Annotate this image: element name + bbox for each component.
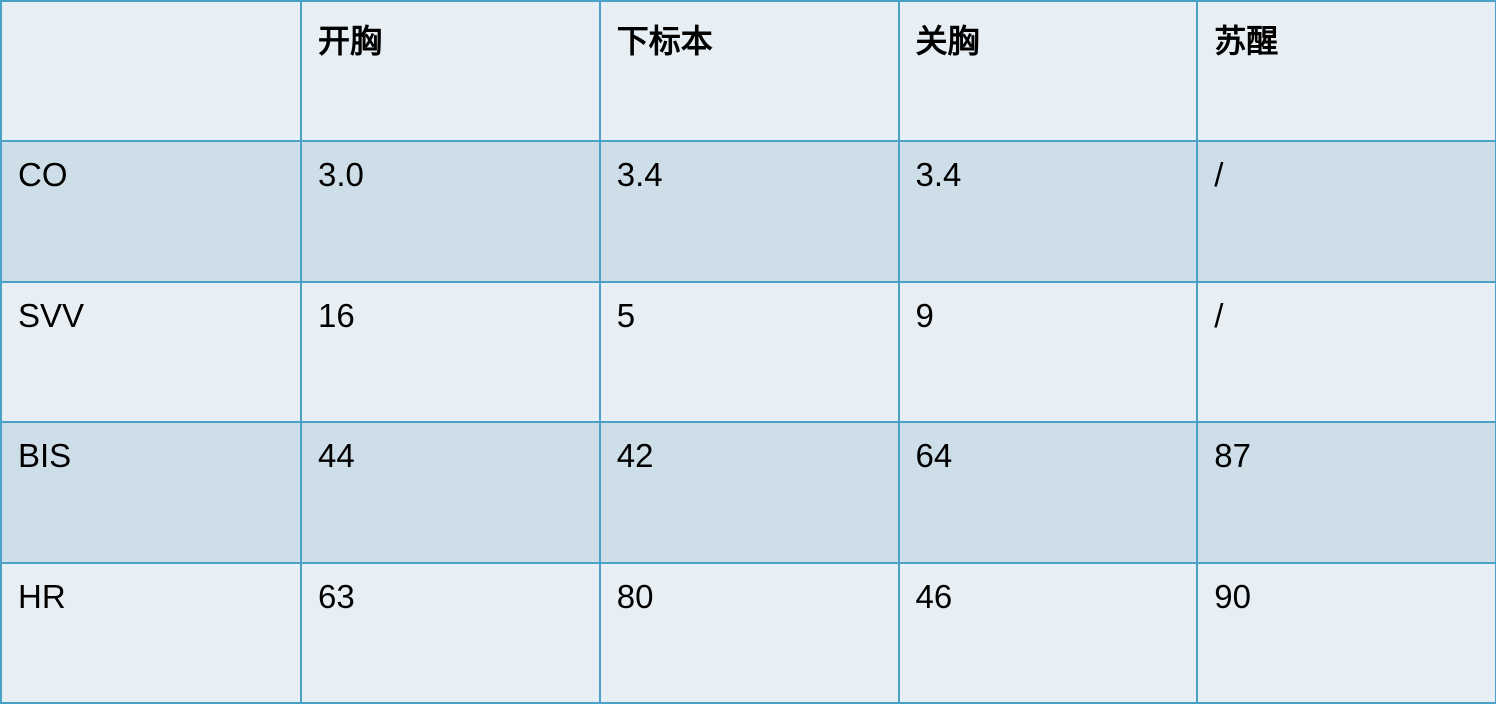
table-cell: 3.0: [300, 140, 601, 283]
row-label: SVV: [0, 280, 302, 424]
column-header: 下标本: [598, 0, 900, 143]
header-row: 开胸 下标本 关胸 苏醒: [0, 0, 1496, 143]
column-header: 开胸: [300, 0, 601, 143]
table-cell: /: [1196, 140, 1496, 283]
table-row: SVV 16 5 9/: [0, 280, 1496, 424]
row-label: CO: [0, 140, 302, 283]
table-row: BIS 44 42 64 87: [0, 421, 1496, 564]
table-cell: 63: [300, 561, 601, 705]
table-cell: 16: [300, 280, 601, 424]
table-row: CO 3.0 3.4 3.4/: [0, 140, 1496, 283]
table-cell: 3.4: [598, 140, 900, 283]
column-header: 关胸: [897, 0, 1199, 143]
table-cell: 80: [598, 561, 900, 705]
table-cell: 9: [897, 280, 1199, 424]
table-row: HR 63 80 46 90: [0, 561, 1496, 705]
table-cell: /: [1196, 280, 1496, 424]
table-cell: 87: [1196, 421, 1496, 564]
column-header: 苏醒: [1196, 0, 1496, 143]
table-cell: 46: [897, 561, 1199, 705]
row-label: HR: [0, 561, 302, 705]
row-label: BIS: [0, 421, 302, 564]
table-cell: 44: [300, 421, 601, 564]
table-cell: 64: [897, 421, 1199, 564]
table-cell: 90: [1196, 561, 1496, 705]
table-cell: 3.4: [897, 140, 1199, 283]
table-cell: 42: [598, 421, 900, 564]
column-header: [0, 0, 302, 143]
table-cell: 5: [598, 280, 900, 424]
